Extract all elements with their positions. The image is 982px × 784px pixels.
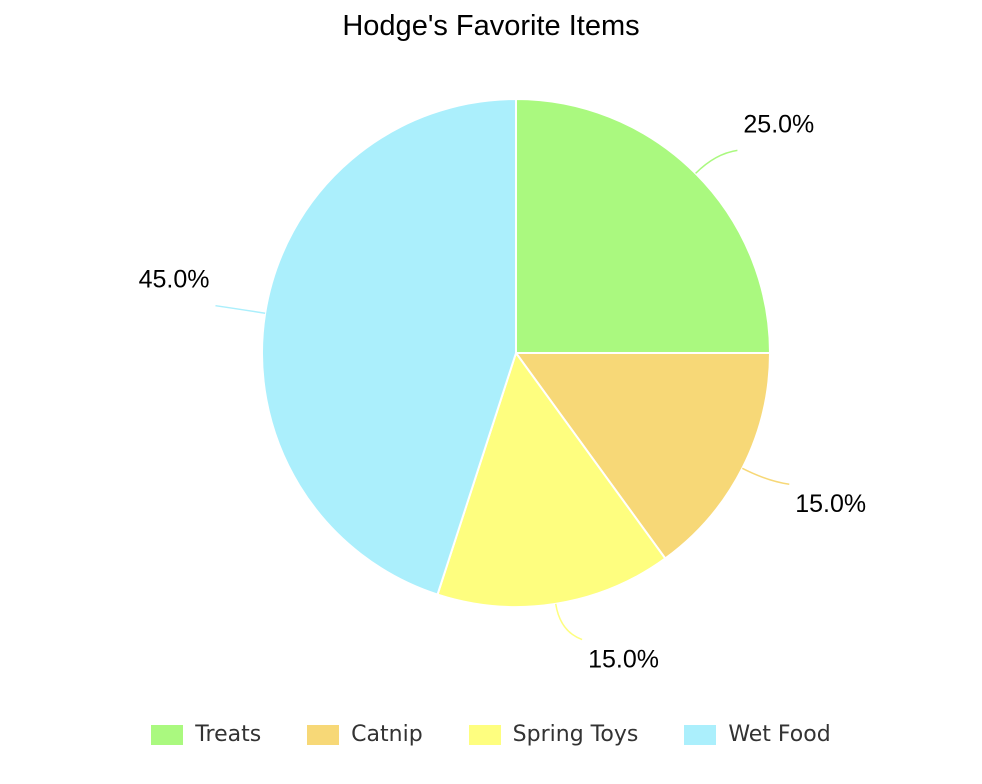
connector-line-treats (695, 149, 738, 174)
chart-title: Hodge's Favorite Items (342, 10, 640, 42)
pie-chart: 25.0% 15.0% 15.0% 45.0% (139, 97, 866, 674)
connector-line-spring-toys (554, 603, 583, 641)
pie-slice-catnip[interactable] (514, 352, 772, 560)
pie-slice-spring-toys[interactable] (436, 350, 667, 608)
legend-swatch-treats (151, 724, 184, 745)
legend: Treats Catnip Spring Toys Wet Food (0, 722, 982, 747)
data-label-wet-food: 45.0% (139, 266, 210, 294)
legend-item-catnip[interactable]: Catnip (307, 722, 423, 747)
legend-swatch-catnip (307, 724, 340, 745)
pie-slice-wet-food[interactable] (261, 97, 517, 596)
legend-swatch-wet-food (684, 724, 717, 745)
legend-item-spring-toys[interactable]: Spring Toys (468, 722, 639, 747)
data-label-spring-toys: 15.0% (588, 646, 659, 674)
connector-line-catnip (741, 467, 790, 485)
data-label-treats: 25.0% (743, 110, 814, 138)
legend-label-spring-toys: Spring Toys (512, 722, 639, 747)
legend-item-wet-food[interactable]: Wet Food (684, 722, 831, 747)
legend-label-treats: Treats (195, 722, 262, 747)
connector-line-wet-food (215, 304, 266, 315)
legend-label-catnip: Catnip (351, 722, 423, 747)
legend-item-treats[interactable]: Treats (151, 722, 261, 747)
data-label-catnip: 15.0% (795, 490, 866, 518)
legend-swatch-spring-toys (468, 724, 501, 745)
pie-slice-treats[interactable] (515, 97, 772, 354)
legend-label-wet-food: Wet Food (728, 722, 831, 747)
